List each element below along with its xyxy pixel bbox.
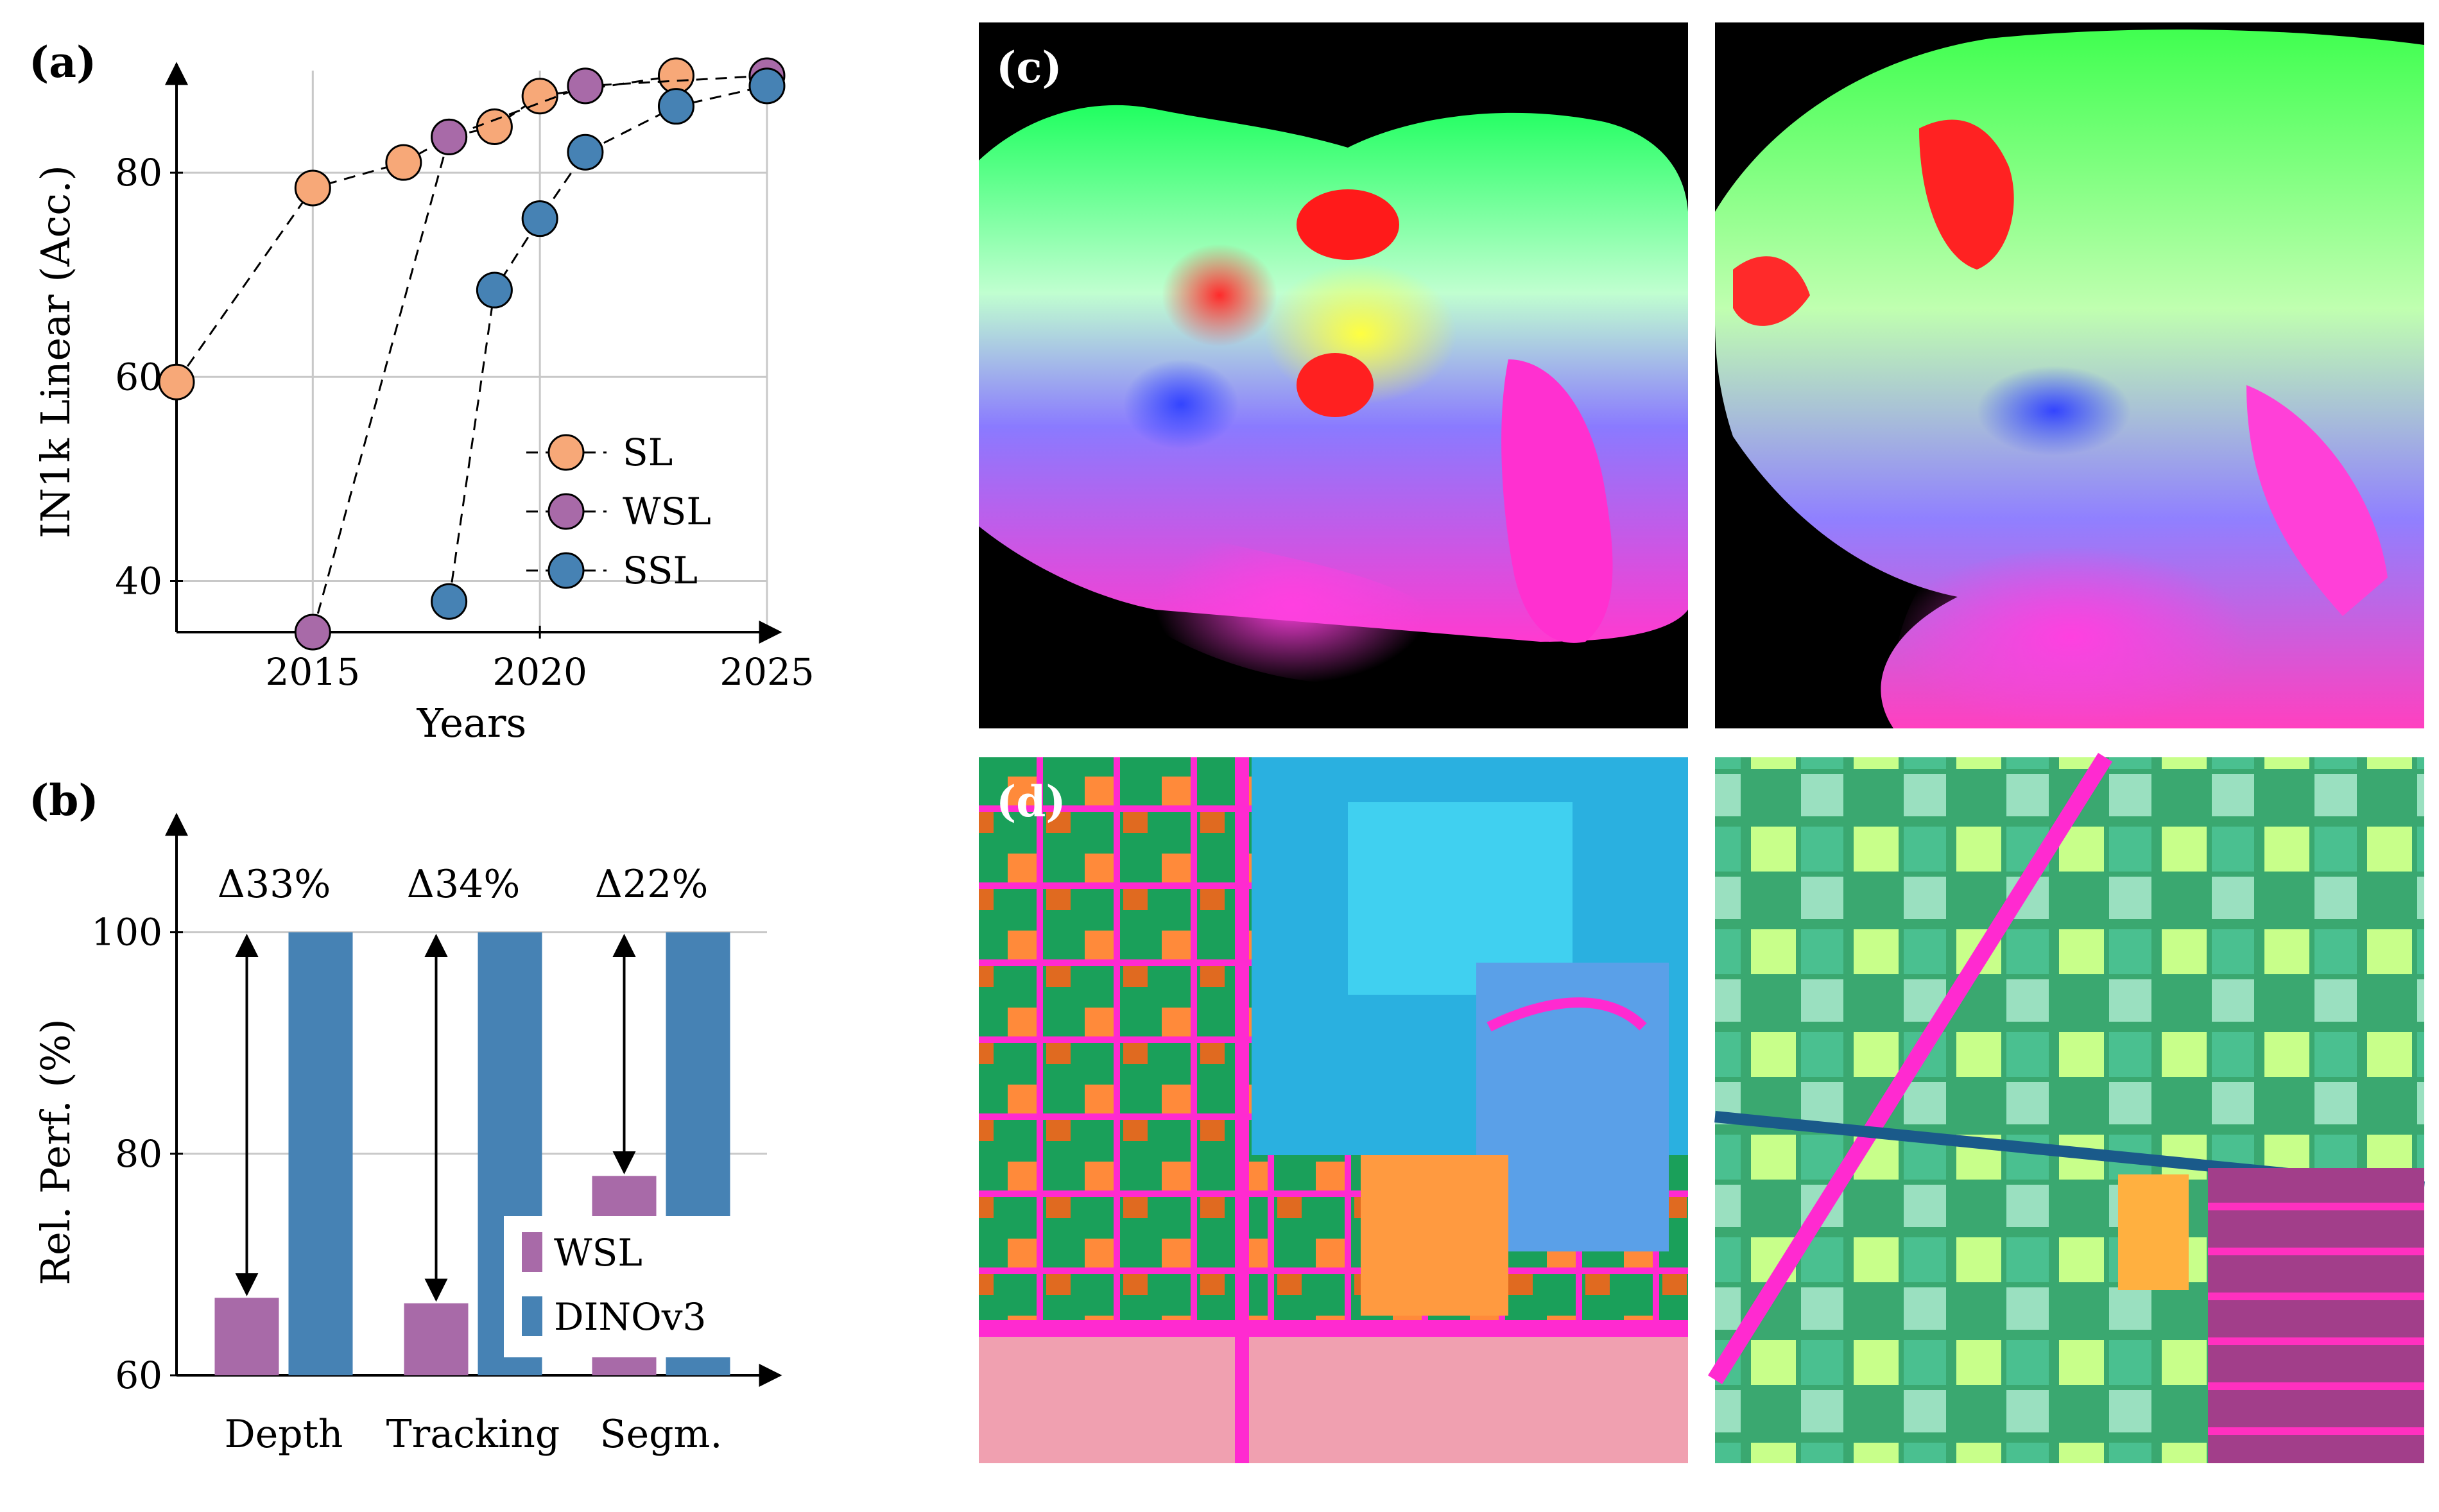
feature-map-aerial-right [1707, 753, 2425, 1463]
bar-wsl [404, 1303, 469, 1375]
y-tick-label: 80 [115, 1132, 162, 1176]
legend-marker-ssl [547, 552, 585, 589]
chart-a-accuracy-over-years: 2015 2020 2025 40 60 80 Years IN1k Linear (Acc.… [32, 57, 814, 746]
data-point-wsl [567, 67, 604, 105]
legend-marker-sl [547, 434, 585, 471]
legend-label-wsl: WSL [554, 1231, 642, 1275]
data-point-ssl [748, 67, 786, 105]
delta-annotation: Δ33% [218, 862, 331, 907]
panel-label-d: (d) [996, 777, 1066, 827]
y-axis-label: IN1k Linear (Acc.) [32, 165, 79, 538]
y-tick-label: 60 [115, 355, 162, 399]
legend-label-sl: SL [623, 431, 673, 474]
y-axis-label: Rel. Perf. (%) [32, 1018, 79, 1285]
x-tick-label: 2015 [266, 650, 361, 694]
data-point-sl [657, 57, 694, 94]
y-tick-label: 80 [115, 151, 162, 194]
legend-swatch-dinov3 [522, 1296, 542, 1336]
data-point-sl [476, 108, 513, 145]
delta-annotation: Δ22% [595, 862, 709, 907]
feature-map-cat-left [979, 22, 1688, 728]
legend-label-wsl: WSL [623, 490, 711, 533]
data-point-sl [521, 78, 558, 115]
data-point-sl [385, 144, 422, 181]
bar-wsl [214, 1298, 279, 1375]
data-point-ssl [657, 88, 694, 125]
data-point-ssl [431, 583, 468, 620]
data-point-sl [294, 169, 331, 207]
feature-map-cat-right [1715, 22, 2424, 728]
x-tick-label: 2025 [720, 650, 814, 694]
data-point-ssl [521, 200, 558, 237]
x-tick-label: 2020 [492, 650, 587, 694]
data-point-wsl [294, 614, 331, 651]
x-axis-label: Years [417, 700, 527, 746]
x-tick-label: Depth [225, 1412, 343, 1457]
legend-label-ssl: SSL [623, 549, 698, 592]
panel-label-a: (a) [29, 37, 96, 87]
panel-label-b: (b) [29, 775, 99, 825]
data-point-sl [158, 363, 195, 400]
data-point-ssl [476, 271, 513, 309]
bar-dinov3 [288, 932, 353, 1375]
delta-annotation: Δ34% [407, 862, 521, 907]
series-line-ssl [448, 85, 768, 602]
y-tick-label: 100 [91, 911, 162, 954]
data-point-wsl [431, 118, 468, 155]
y-tick-label: 40 [115, 559, 162, 603]
x-tick-label: Segm. [600, 1412, 723, 1457]
series-line-sl [175, 74, 677, 383]
y-tick-label: 60 [115, 1353, 162, 1397]
chart-b-relative-performance: 60 80 100 Rel. Perf. (%) Δ33% Depth Δ34% Tracki… [32, 812, 782, 1457]
panel-label-c: (c) [996, 42, 1062, 92]
feature-map-aerial-left [979, 757, 1688, 1463]
legend-label-dinov3: DINOv3 [554, 1295, 706, 1339]
legend-swatch-wsl [522, 1232, 542, 1272]
legend-marker-wsl [547, 493, 585, 530]
series-line-wsl [311, 74, 768, 633]
data-point-ssl [567, 133, 604, 171]
x-tick-label: Tracking [386, 1412, 560, 1457]
